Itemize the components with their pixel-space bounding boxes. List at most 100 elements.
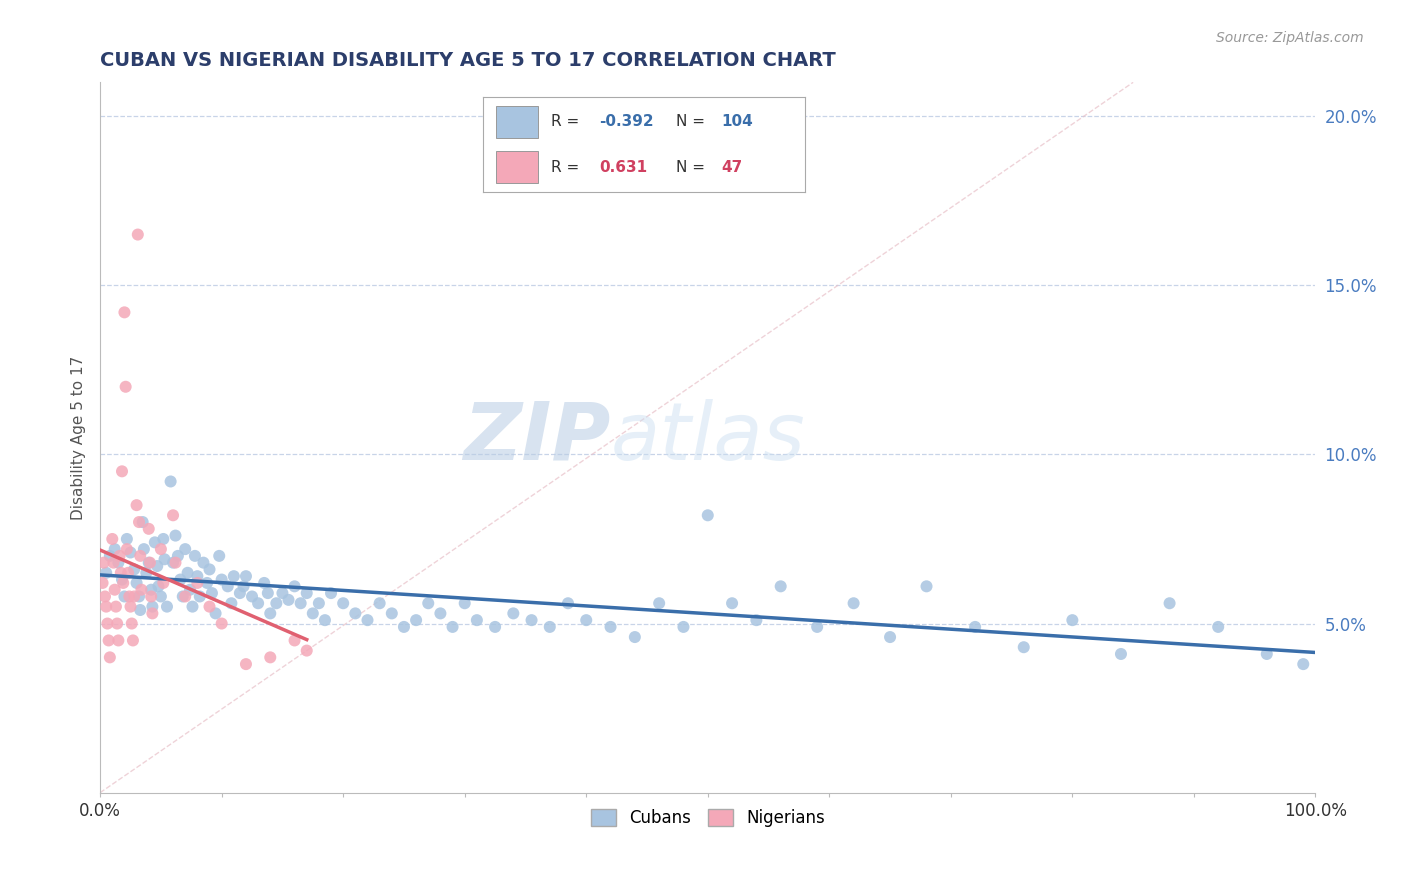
Point bbox=[98, 650, 121, 665]
Point bbox=[259, 650, 281, 665]
Point bbox=[284, 579, 307, 593]
Point bbox=[201, 586, 224, 600]
Point bbox=[96, 599, 118, 614]
Point bbox=[146, 559, 169, 574]
Point bbox=[879, 630, 901, 644]
Point bbox=[148, 579, 170, 593]
Point bbox=[344, 607, 367, 621]
Point bbox=[141, 607, 163, 621]
Point bbox=[96, 566, 118, 580]
Point bbox=[229, 586, 252, 600]
Text: CUBAN VS NIGERIAN DISABILITY AGE 5 TO 17 CORRELATION CHART: CUBAN VS NIGERIAN DISABILITY AGE 5 TO 17… bbox=[100, 51, 837, 70]
Point bbox=[129, 603, 152, 617]
Point bbox=[162, 508, 184, 523]
Point bbox=[277, 592, 299, 607]
Point bbox=[915, 579, 938, 593]
Point bbox=[110, 566, 132, 580]
Point bbox=[696, 508, 718, 523]
Point bbox=[141, 599, 163, 614]
Point bbox=[484, 620, 506, 634]
Point bbox=[156, 599, 179, 614]
Point bbox=[314, 613, 336, 627]
Point bbox=[128, 590, 150, 604]
Point bbox=[381, 607, 404, 621]
Point bbox=[186, 576, 208, 591]
Point bbox=[211, 616, 233, 631]
Point bbox=[222, 569, 245, 583]
Point bbox=[167, 549, 190, 563]
Point bbox=[104, 542, 127, 557]
Point bbox=[107, 556, 129, 570]
Point bbox=[557, 596, 579, 610]
Point bbox=[648, 596, 671, 610]
Point bbox=[118, 590, 141, 604]
Point bbox=[111, 464, 134, 478]
Point bbox=[259, 607, 281, 621]
Point bbox=[1292, 657, 1315, 672]
Point bbox=[1159, 596, 1181, 610]
Point bbox=[104, 582, 127, 597]
Point bbox=[266, 596, 288, 610]
Point bbox=[125, 498, 148, 512]
Text: Source: ZipAtlas.com: Source: ZipAtlas.com bbox=[1216, 31, 1364, 45]
Point bbox=[149, 590, 172, 604]
Point bbox=[256, 586, 278, 600]
Point bbox=[132, 542, 155, 557]
Point bbox=[502, 607, 524, 621]
Point bbox=[198, 599, 221, 614]
Point bbox=[105, 616, 128, 631]
Point bbox=[120, 599, 142, 614]
Point bbox=[135, 566, 157, 580]
Point bbox=[221, 596, 243, 610]
Point bbox=[174, 542, 197, 557]
Point bbox=[152, 576, 174, 591]
Point bbox=[111, 573, 134, 587]
Point bbox=[290, 596, 312, 610]
Point bbox=[169, 573, 191, 587]
Point bbox=[112, 576, 135, 591]
Point bbox=[152, 532, 174, 546]
Point bbox=[247, 596, 270, 610]
Point bbox=[195, 576, 218, 591]
Point bbox=[368, 596, 391, 610]
Point bbox=[96, 616, 118, 631]
Point bbox=[115, 532, 138, 546]
Point bbox=[127, 227, 149, 242]
Point bbox=[429, 607, 451, 621]
Point bbox=[1256, 647, 1278, 661]
Point bbox=[179, 582, 201, 597]
Point bbox=[184, 549, 207, 563]
Point bbox=[141, 582, 163, 597]
Point bbox=[114, 590, 136, 604]
Point bbox=[1062, 613, 1084, 627]
Point bbox=[721, 596, 744, 610]
Point bbox=[107, 633, 129, 648]
Point bbox=[141, 590, 163, 604]
Point bbox=[217, 579, 239, 593]
Point bbox=[104, 599, 127, 614]
Point bbox=[204, 607, 226, 621]
Point bbox=[186, 569, 208, 583]
Point bbox=[441, 620, 464, 634]
Point bbox=[94, 590, 117, 604]
Point bbox=[101, 532, 124, 546]
Point bbox=[129, 549, 152, 563]
Point bbox=[520, 613, 543, 627]
Point bbox=[122, 590, 145, 604]
Point bbox=[271, 586, 294, 600]
Point bbox=[599, 620, 621, 634]
Point bbox=[131, 582, 153, 597]
Point bbox=[131, 515, 153, 529]
Point bbox=[842, 596, 865, 610]
Point bbox=[143, 535, 166, 549]
Point bbox=[308, 596, 330, 610]
Point bbox=[1012, 640, 1035, 655]
Point bbox=[295, 586, 318, 600]
Point bbox=[240, 590, 263, 604]
Point bbox=[295, 643, 318, 657]
Y-axis label: Disability Age 5 to 17: Disability Age 5 to 17 bbox=[72, 355, 86, 520]
Text: ZIP: ZIP bbox=[463, 399, 610, 476]
Point bbox=[672, 620, 695, 634]
Point bbox=[965, 620, 987, 634]
Point bbox=[319, 586, 342, 600]
